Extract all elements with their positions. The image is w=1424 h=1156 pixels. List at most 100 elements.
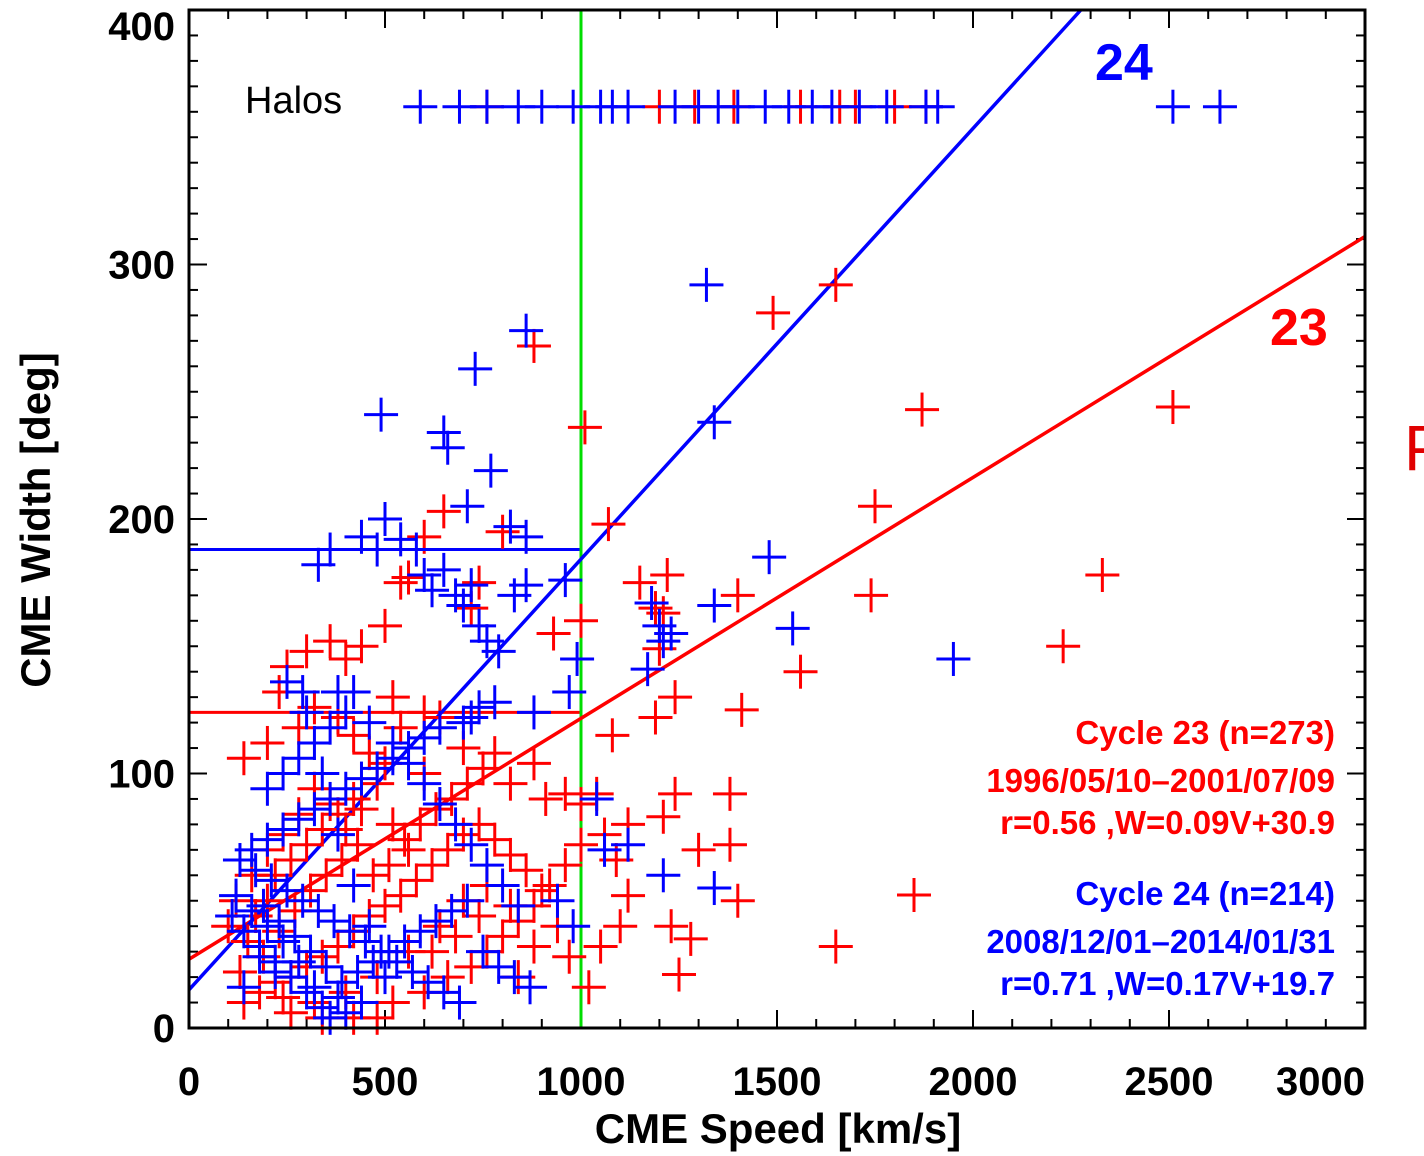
point-cycle24 [297, 792, 332, 827]
point-cycle23 [720, 883, 755, 918]
point-cycle24 [646, 624, 681, 659]
point-cycle24 [752, 540, 787, 575]
point-cycle24 [407, 766, 442, 801]
point-cycle23 [658, 776, 693, 811]
y-tick-label: 0 [153, 1007, 175, 1051]
point-cycle24 [313, 710, 348, 745]
point-cycle24 [540, 883, 575, 918]
point-cycle23 [1085, 557, 1120, 592]
point-cycle24 [516, 695, 551, 730]
point-cycle24 [383, 522, 418, 557]
point-cycle23 [564, 787, 598, 822]
point-cycle24 [630, 652, 665, 687]
halo-point-cycle24 [1202, 89, 1237, 124]
halo-point-cycle24 [869, 89, 904, 124]
point-cycle24 [454, 827, 489, 862]
point-cycle24 [485, 868, 520, 903]
point-cycle23 [681, 832, 716, 867]
point-cycle24 [587, 832, 622, 867]
point-cycle23 [403, 807, 438, 842]
point-cycle24 [509, 313, 544, 348]
point-cycle23 [485, 919, 520, 954]
point-cycle23 [356, 858, 391, 893]
line-label-23: 23 [1270, 299, 1328, 357]
point-cycle23 [720, 578, 755, 613]
point-cycle24 [336, 675, 371, 710]
point-cycle23 [226, 741, 261, 776]
point-cycle23 [450, 766, 485, 801]
halo-point-cycle24 [469, 89, 504, 124]
point-cycle24 [360, 751, 395, 786]
point-cycle24 [426, 552, 461, 587]
point-cycle23 [712, 776, 747, 811]
point-cycle24 [697, 405, 732, 440]
point-cycle23 [368, 888, 402, 923]
point-cycle23 [548, 848, 583, 883]
point-cycle23 [415, 848, 450, 883]
point-cycle24 [368, 502, 402, 536]
point-cycle24 [477, 685, 512, 720]
point-cycle24 [426, 415, 461, 450]
point-cycle23 [462, 565, 497, 600]
point-cycle23 [552, 939, 587, 974]
point-cycle24 [273, 960, 308, 995]
point-cycle23 [324, 843, 359, 878]
point-cycle23 [289, 827, 324, 862]
cut-off-letter: P [1404, 412, 1424, 484]
point-cycle24 [426, 975, 461, 1010]
point-cycle24 [281, 802, 316, 837]
point-cycle24 [368, 960, 402, 995]
point-cycle24 [552, 675, 587, 710]
point-cycle23 [783, 654, 818, 689]
x-axis-title: CME Speed [km/s] [595, 1105, 961, 1152]
point-cycle24 [454, 700, 489, 735]
legend-cycle24-name: Cycle 24 (n=214) [1075, 875, 1335, 912]
y-axis-title: CME Width [deg] [12, 352, 59, 688]
point-cycle23 [571, 970, 606, 1005]
point-cycle23 [485, 514, 520, 549]
point-cycle23 [595, 718, 630, 753]
halo-cycle24-points [403, 89, 1237, 124]
point-cycle23 [222, 955, 257, 990]
point-cycle23 [493, 837, 528, 872]
point-cycle23 [375, 680, 410, 715]
legend-marker-red-cross [897, 878, 931, 912]
point-cycle23 [399, 863, 434, 898]
point-cycle23 [524, 873, 559, 908]
point-cycle23 [567, 410, 602, 445]
point-cycle23 [352, 736, 387, 771]
x-tick-label: 3000 [1276, 1060, 1365, 1104]
point-cycle23 [344, 792, 379, 827]
point-cycle23 [905, 392, 940, 427]
point-cycle24 [411, 965, 446, 1000]
point-cycle23 [273, 995, 308, 1030]
point-cycle23 [536, 616, 571, 651]
point-cycle23 [211, 909, 246, 944]
point-cycle24 [654, 616, 689, 651]
y-tick-label: 300 [108, 244, 175, 288]
point-cycle23 [622, 565, 657, 600]
point-cycle23 [724, 692, 759, 727]
legend-cycle23-name: Cycle 23 (n=273) [1075, 714, 1335, 751]
point-cycle24 [297, 970, 332, 1005]
point-cycle24 [266, 924, 301, 959]
point-cycle24 [430, 430, 465, 465]
point-cycle24 [352, 705, 387, 740]
halo-point-cycle24 [524, 89, 559, 124]
y-tick-label: 100 [108, 753, 175, 797]
point-cycle23 [426, 494, 461, 529]
legend-cycle24-fit: r=0.71 ,W=0.17V+19.7 [1000, 965, 1335, 1002]
point-cycle24 [407, 557, 442, 592]
fit-lines [187, 8, 1366, 992]
point-cycle24 [320, 817, 355, 852]
point-cycle24 [285, 883, 320, 918]
point-cycle24 [556, 909, 591, 944]
series-cycle23-points [211, 267, 1190, 1035]
point-cycle24 [775, 611, 810, 646]
point-cycle23 [383, 565, 418, 600]
point-cycle23 [273, 843, 308, 878]
point-cycle23 [383, 878, 418, 913]
point-cycle24 [344, 761, 379, 796]
point-cycle23 [1155, 390, 1190, 425]
point-cycle24 [689, 267, 724, 302]
